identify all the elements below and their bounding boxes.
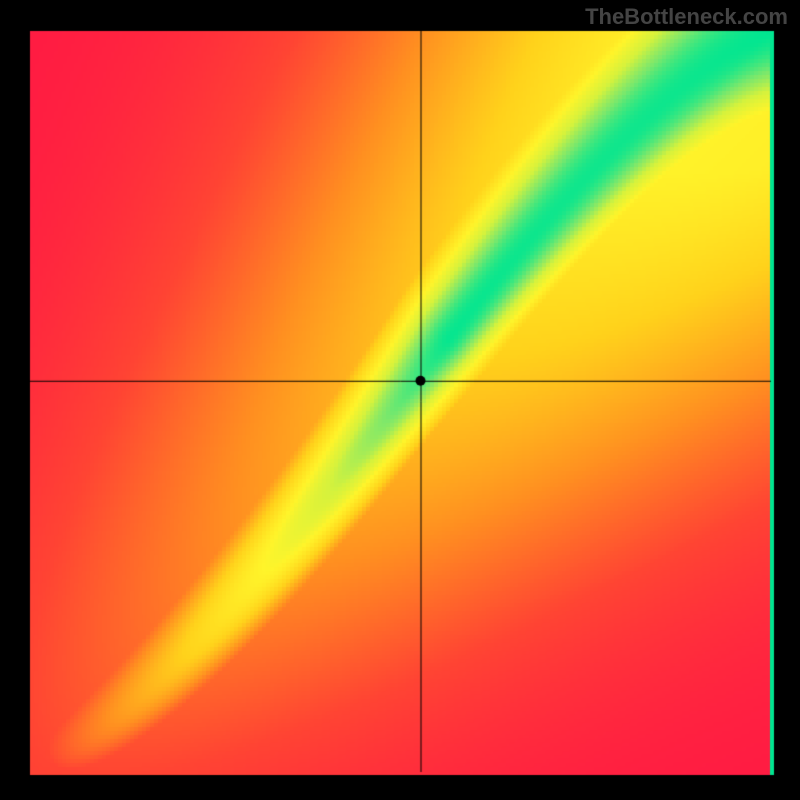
bottleneck-heatmap [0, 0, 800, 800]
watermark-text: TheBottleneck.com [585, 4, 788, 30]
chart-container: TheBottleneck.com [0, 0, 800, 800]
